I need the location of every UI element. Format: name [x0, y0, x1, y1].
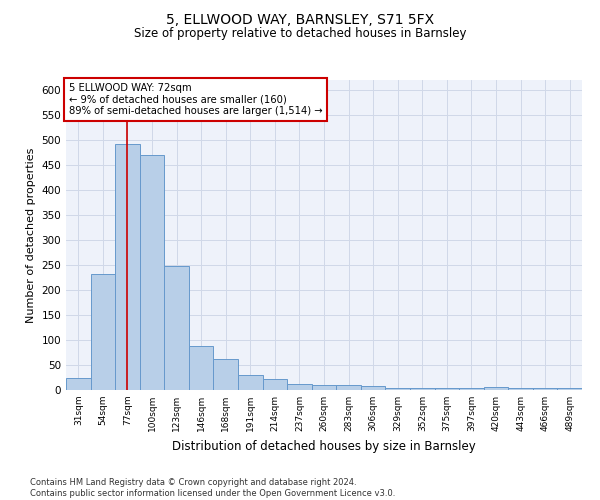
Bar — [91, 274, 115, 390]
Bar — [263, 379, 287, 390]
Bar — [312, 384, 336, 390]
Bar — [557, 388, 582, 390]
Bar — [66, 378, 91, 390]
Bar — [336, 385, 361, 390]
Bar — [410, 388, 434, 390]
Bar — [484, 386, 508, 390]
Text: 5, ELLWOOD WAY, BARNSLEY, S71 5FX: 5, ELLWOOD WAY, BARNSLEY, S71 5FX — [166, 12, 434, 26]
Text: Contains HM Land Registry data © Crown copyright and database right 2024.
Contai: Contains HM Land Registry data © Crown c… — [30, 478, 395, 498]
X-axis label: Distribution of detached houses by size in Barnsley: Distribution of detached houses by size … — [172, 440, 476, 452]
Bar — [189, 346, 214, 390]
Bar — [115, 144, 140, 390]
Bar — [508, 388, 533, 390]
Bar — [533, 388, 557, 390]
Bar — [164, 266, 189, 390]
Bar — [287, 384, 312, 390]
Text: 5 ELLWOOD WAY: 72sqm
← 9% of detached houses are smaller (160)
89% of semi-detac: 5 ELLWOOD WAY: 72sqm ← 9% of detached ho… — [68, 83, 322, 116]
Y-axis label: Number of detached properties: Number of detached properties — [26, 148, 36, 322]
Bar — [434, 388, 459, 390]
Text: Size of property relative to detached houses in Barnsley: Size of property relative to detached ho… — [134, 28, 466, 40]
Bar — [459, 388, 484, 390]
Bar — [385, 388, 410, 390]
Bar — [238, 375, 263, 390]
Bar — [140, 155, 164, 390]
Bar — [214, 358, 238, 390]
Bar — [361, 386, 385, 390]
